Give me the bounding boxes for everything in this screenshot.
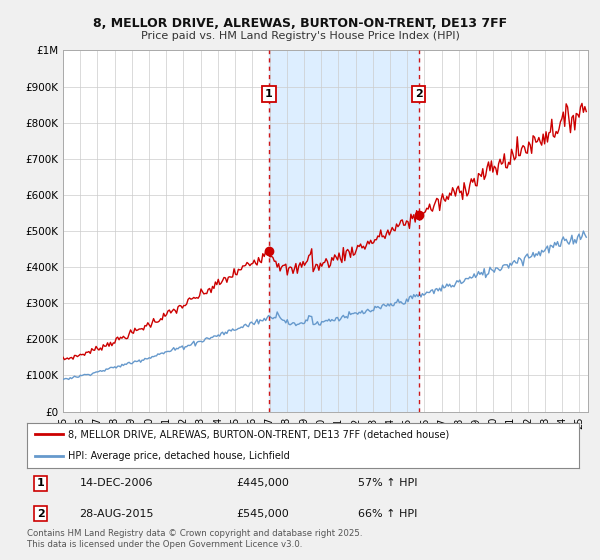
Text: 14-DEC-2006: 14-DEC-2006 xyxy=(79,478,153,488)
Text: Price paid vs. HM Land Registry's House Price Index (HPI): Price paid vs. HM Land Registry's House … xyxy=(140,31,460,41)
Text: 66% ↑ HPI: 66% ↑ HPI xyxy=(358,508,418,519)
Text: HPI: Average price, detached house, Lichfield: HPI: Average price, detached house, Lich… xyxy=(68,451,290,461)
Text: 8, MELLOR DRIVE, ALREWAS, BURTON-ON-TRENT, DE13 7FF: 8, MELLOR DRIVE, ALREWAS, BURTON-ON-TREN… xyxy=(93,17,507,30)
Bar xyxy=(269,50,419,412)
Text: 1: 1 xyxy=(37,478,44,488)
Text: £545,000: £545,000 xyxy=(237,508,290,519)
Text: Contains HM Land Registry data © Crown copyright and database right 2025.
This d: Contains HM Land Registry data © Crown c… xyxy=(27,529,362,549)
Text: 2: 2 xyxy=(37,508,44,519)
Text: £445,000: £445,000 xyxy=(237,478,290,488)
Text: 2: 2 xyxy=(415,88,422,99)
Text: 1: 1 xyxy=(265,88,273,99)
Text: 57% ↑ HPI: 57% ↑ HPI xyxy=(358,478,418,488)
Text: 8, MELLOR DRIVE, ALREWAS, BURTON-ON-TRENT, DE13 7FF (detached house): 8, MELLOR DRIVE, ALREWAS, BURTON-ON-TREN… xyxy=(68,430,449,440)
Text: 28-AUG-2015: 28-AUG-2015 xyxy=(79,508,154,519)
